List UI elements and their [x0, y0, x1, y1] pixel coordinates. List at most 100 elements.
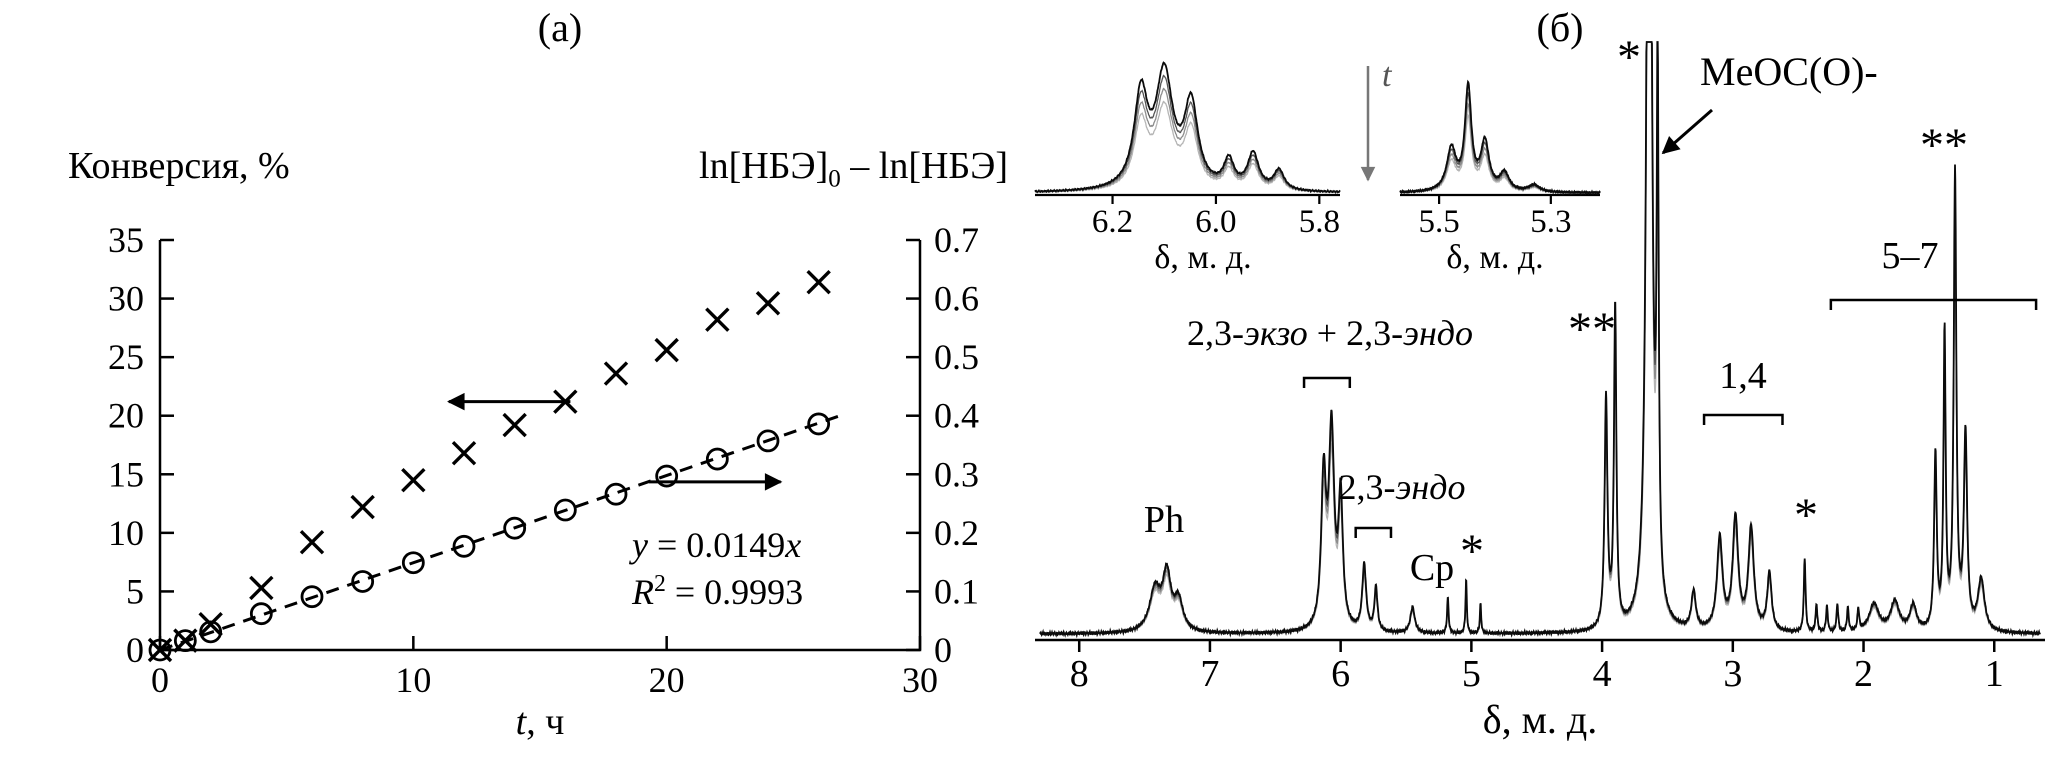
inset1-tick-label: 5.8	[1299, 204, 1340, 240]
star-label-2: *	[1794, 489, 1818, 542]
conversion-x-marker	[502, 412, 527, 438]
peak-group-bracket	[1829, 298, 2038, 310]
double-star-label-2: **	[1920, 119, 1968, 172]
inset1-trace	[1034, 100, 1341, 194]
ln-term-2: – ln[НБЭ]	[840, 145, 1008, 187]
ln-circle-marker	[655, 464, 679, 488]
ln-circle-marker	[807, 412, 831, 436]
conversion-x-marker	[249, 575, 274, 601]
endo-word: эндо	[1403, 313, 1474, 353]
inset2-trace	[1399, 113, 1601, 196]
panel-a-axes	[158, 240, 922, 652]
fit-equation: y = 0.0149x	[632, 526, 801, 565]
endo-prefix: 2,3-	[1338, 467, 1396, 507]
panel-b-tick-label: 5	[1462, 653, 1481, 695]
ph-label: Ph	[1143, 499, 1185, 541]
fit-x: x	[785, 525, 802, 565]
exo-endo-mid: + 2,3-	[1307, 313, 1404, 353]
panel-b-tick-label: 8	[1070, 653, 1089, 695]
right-tick-label: 0	[934, 630, 952, 670]
panel-b-x-axis-label: δ, м. д.	[1482, 697, 1598, 742]
peak-group-bracket	[1302, 376, 1352, 388]
fit-mid: = 0.0149	[647, 525, 786, 565]
conversion-x-marker	[705, 307, 730, 332]
inset1-trace	[1034, 61, 1341, 194]
panel-b-tick-label: 7	[1200, 653, 1219, 695]
ln-circle-marker	[249, 602, 273, 626]
conversion-x-marker	[350, 494, 375, 520]
exo-endo-label: 2,3-экзо + 2,3-эндо	[1187, 314, 1473, 353]
double-star-label-1: **	[1568, 303, 1616, 356]
right-axis-label: ln[НБЭ]0 – ln[НБЭ]	[699, 145, 1008, 193]
right-tick-label: 0.5	[934, 337, 979, 377]
ln-circle-marker	[452, 534, 476, 558]
ln-circle-marker	[351, 570, 375, 593]
left-tick-label: 20	[108, 396, 144, 436]
conversion-x-marker	[198, 612, 223, 637]
left-tick-label: 5	[126, 571, 144, 611]
ln-circle-marker	[503, 516, 527, 540]
conversion-x-marker	[806, 269, 831, 295]
ln-circle-marker	[300, 585, 324, 609]
panel-b-title: (б)	[1536, 5, 1584, 50]
star-label-1: *	[1460, 525, 1484, 578]
right-tick-label: 0.7	[934, 220, 979, 260]
r-squared-annotation: R2 = 0.9993	[632, 571, 804, 612]
panel-b-tick-label: 4	[1593, 653, 1612, 695]
cp-label: Cp	[1409, 547, 1455, 589]
ln-circle-marker	[756, 429, 780, 453]
x-unit: , ч	[526, 701, 565, 743]
inset1-trace	[1034, 74, 1341, 194]
panel-b-tick-label: 3	[1723, 653, 1742, 695]
conversion-x-marker	[603, 361, 629, 386]
five-seven-label: 5–7	[1881, 235, 1939, 277]
right-tick-label: 0.3	[934, 454, 979, 494]
right-tick-label: 0.2	[934, 513, 979, 553]
ln-circle-marker	[401, 551, 425, 575]
time-arrow-label: t	[1382, 57, 1392, 95]
inset1-x-axis-label: δ, м. д.	[1154, 239, 1252, 276]
peak-group-bracket	[1702, 413, 1784, 425]
fit-y: y	[632, 525, 648, 565]
conversion-x-marker	[654, 337, 679, 363]
inset2-trace	[1399, 79, 1601, 197]
conversion-x-marker	[755, 291, 781, 316]
inset2-tick-label: 5.3	[1530, 204, 1571, 240]
right-tick-label: 0.1	[934, 571, 979, 611]
right-tick-label: 0.4	[934, 396, 979, 436]
x-tick-label: 20	[649, 660, 685, 700]
left-tick-label: 0	[126, 630, 144, 670]
ln-circle-marker	[199, 620, 223, 644]
inset1-tick-label: 6.0	[1195, 204, 1236, 240]
inset2-x-axis-label: δ, м. д.	[1446, 239, 1544, 276]
ln-term-1: ln[НБЭ]	[699, 145, 829, 187]
left-tick-label: 35	[108, 220, 144, 260]
left-tick-label: 30	[108, 279, 144, 319]
t-var: t	[1382, 57, 1392, 94]
linear-fit-line	[159, 412, 845, 652]
conversion-x-marker	[401, 467, 426, 493]
x-tick-label: 10	[395, 660, 431, 700]
ln-circle-marker	[173, 629, 197, 653]
ln-circle-marker	[148, 638, 172, 662]
ln-circle-marker	[604, 482, 628, 506]
panel-a-title: (а)	[537, 5, 583, 50]
inset1-tick-label: 6.2	[1092, 204, 1133, 240]
ln-circle-marker	[553, 498, 577, 522]
endo-italic: эндо	[1395, 467, 1466, 507]
one-four-label: 1,4	[1719, 355, 1767, 397]
conversion-x-marker	[299, 530, 325, 555]
nmr-trace	[1039, 41, 2041, 639]
star-label-top: *	[1617, 31, 1641, 84]
endo-label: 2,3-эндо	[1339, 468, 1466, 507]
exo-word: экзо	[1243, 313, 1308, 353]
right-tick-label: 0.6	[934, 279, 979, 319]
x-tick-label: 0	[151, 660, 169, 700]
r-base: R	[632, 572, 654, 612]
panel-b-tick-label: 6	[1331, 653, 1350, 695]
exo-endo-prefix: 2,3-	[1186, 313, 1244, 353]
ln-subscript-0: 0	[828, 165, 841, 193]
r-rest: = 0.9993	[665, 572, 804, 612]
